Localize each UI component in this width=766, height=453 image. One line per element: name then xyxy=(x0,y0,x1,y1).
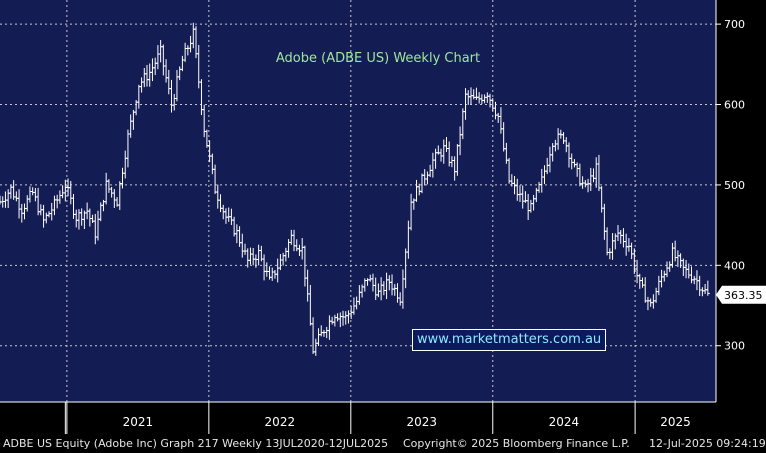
ohlc-bar xyxy=(705,280,710,296)
last-price-flag xyxy=(716,285,766,304)
ohlc-bars xyxy=(0,22,710,356)
footer-bar: ADBE US Equity (Adobe Inc) Graph 217 Wee… xyxy=(0,434,766,453)
x-tick-label: 2021 xyxy=(123,415,154,429)
x-axis-ticks: 2021 2022 2023 2024 2025 xyxy=(64,402,691,434)
footer-security-info: ADBE US Equity (Adobe Inc) Graph 217 Wee… xyxy=(3,437,389,450)
y-tick-label: 600 xyxy=(724,99,745,112)
y-tick-label: 700 xyxy=(724,18,745,31)
x-tick-label: 2024 xyxy=(549,415,580,429)
y-tick-label: 400 xyxy=(724,259,745,272)
y-tick-label: 300 xyxy=(724,340,745,353)
footer-timestamp: 12-Jul-2025 09:24:19 xyxy=(649,437,766,450)
x-tick-label: 2025 xyxy=(660,415,691,429)
y-tick-label: 500 xyxy=(724,179,745,192)
x-tick-label: 2022 xyxy=(265,415,296,429)
last-price-label: 363.35 xyxy=(724,289,763,302)
y-axis-ticks: 300 400 500 600 700 xyxy=(716,18,745,353)
last-price-marker: 363.35 xyxy=(716,285,766,304)
x-tick-label: 2023 xyxy=(407,415,438,429)
footer-copyright: Copyright© 2025 Bloomberg Finance L.P. xyxy=(403,437,630,450)
chart-title: Adobe (ADBE US) Weekly Chart xyxy=(276,51,480,66)
website-watermark: www.marketmatters.com.au xyxy=(412,329,607,351)
